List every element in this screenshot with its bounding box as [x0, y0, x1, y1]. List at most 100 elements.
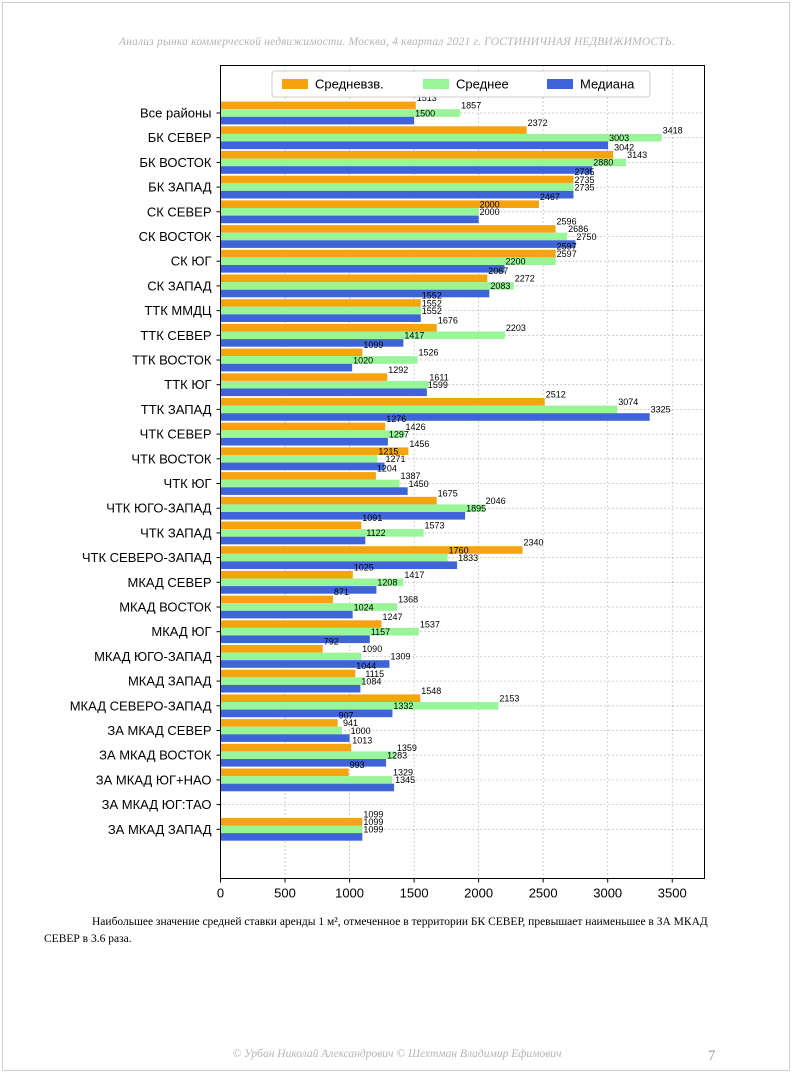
bar-2	[220, 776, 393, 784]
legend-label: Медиана	[580, 77, 635, 92]
bar-3	[220, 141, 609, 150]
value-label: 792	[324, 637, 339, 647]
value-label: 1247	[382, 612, 402, 622]
value-label: 1611	[429, 372, 448, 382]
bar-1	[220, 694, 421, 702]
bar-1	[220, 447, 409, 455]
bar-3	[220, 635, 370, 644]
value-label: 1024	[354, 602, 374, 612]
value-label: 2467	[540, 192, 560, 202]
footer-copyright: © Урбан Николай Александрович © Шехтман …	[232, 1048, 562, 1060]
bar-3	[220, 709, 393, 718]
bar-2	[220, 306, 421, 315]
bar-3	[220, 561, 458, 569]
value-label: 1099	[363, 809, 383, 819]
value-label: 1283	[387, 751, 407, 761]
bar-1	[220, 373, 388, 381]
value-label: 2735	[574, 167, 594, 177]
bar-3	[220, 240, 576, 248]
bar-1	[220, 200, 539, 208]
value-label: 2203	[506, 323, 526, 333]
value-labels: 1513185715002372341830033042314328802735…	[324, 93, 683, 834]
category-label: ТТК ВОСТОК	[132, 353, 212, 368]
category-label: БК ЗАПАД	[148, 180, 212, 195]
value-label: 2372	[528, 118, 548, 128]
category-label: МКАД ЗАПАД	[128, 674, 212, 689]
category-label: ЗА МКАД ЮГ:ТАО	[102, 797, 212, 812]
value-label: 3325	[651, 405, 671, 415]
x-tick-label: 1000	[335, 886, 364, 901]
bar-2	[220, 726, 342, 735]
category-label: ЧТК СЕВЕРО-ЗАПАД	[82, 550, 212, 565]
bar-1	[220, 151, 614, 159]
value-label: 1115	[365, 669, 384, 679]
bar-2	[220, 504, 485, 512]
bar-3	[220, 660, 390, 668]
value-label: 1760	[449, 545, 469, 555]
value-label: 2750	[576, 232, 596, 242]
bar-3	[220, 413, 650, 421]
legend-box	[271, 70, 651, 98]
bar-3	[220, 166, 593, 174]
plot-frame	[220, 65, 705, 879]
value-label: 1548	[421, 686, 441, 696]
value-label: 2272	[515, 274, 535, 284]
value-label: 2067	[488, 266, 508, 276]
value-label: 1297	[389, 429, 409, 439]
bar-3	[220, 512, 466, 520]
category-label: ТТК ММДЦ	[144, 303, 212, 318]
bar-2	[220, 529, 424, 537]
legend-label: Среднее	[456, 77, 509, 92]
value-label: 1675	[438, 488, 458, 498]
value-label: 1513	[417, 93, 437, 103]
value-label: 1359	[397, 743, 417, 753]
value-label: 2596	[557, 217, 577, 227]
legend-swatch	[423, 79, 449, 89]
value-label: 1450	[409, 479, 429, 489]
bar-3	[220, 314, 421, 322]
bar-2	[220, 479, 400, 488]
bar-1	[220, 398, 545, 406]
value-label: 3074	[618, 397, 638, 407]
value-label: 1208	[377, 578, 397, 588]
value-label: 1020	[353, 355, 373, 365]
page-number: 7	[708, 1048, 716, 1064]
value-label: 3143	[627, 150, 647, 160]
category-label: ТТК СЕВЕР	[140, 328, 211, 343]
bar-1	[220, 570, 353, 579]
category-label: МКАД СЕВЕР	[128, 575, 212, 590]
category-label: Все районы	[140, 106, 212, 121]
category-label: ЗА МКАД СЕВЕР	[107, 723, 211, 738]
value-label: 2340	[524, 538, 544, 548]
value-label: 3418	[663, 125, 683, 135]
value-label: 1387	[401, 471, 421, 481]
value-label: 1368	[398, 595, 418, 605]
value-label: 1122	[366, 528, 385, 538]
value-label: 1276	[386, 414, 406, 424]
bar-1	[220, 620, 382, 628]
legend: Средневзв. Среднее Медиана	[271, 70, 651, 98]
value-label: 941	[343, 718, 358, 728]
running-header: Анализ рынка коммерческой недвижимости. …	[119, 36, 675, 48]
value-label: 1526	[418, 348, 438, 358]
bar-3	[220, 586, 377, 594]
value-label: 1500	[415, 108, 435, 118]
bar-1	[220, 348, 363, 357]
value-label: 1013	[352, 735, 372, 745]
value-label: 1417	[404, 570, 424, 580]
bar-2	[220, 282, 514, 290]
bar-2	[220, 553, 448, 562]
bar-3	[220, 487, 408, 495]
bar-1	[220, 249, 556, 258]
value-label: 1309	[390, 652, 410, 662]
bar-1	[220, 472, 376, 480]
bar-2	[220, 825, 363, 834]
value-label: 2083	[490, 281, 510, 291]
bar-3	[220, 684, 361, 693]
bar-3	[220, 289, 490, 298]
category-label: СК СЕВЕР	[147, 204, 212, 219]
bar-2	[220, 627, 419, 636]
bars	[220, 101, 662, 841]
legend-label: Средневзв.	[315, 77, 384, 92]
